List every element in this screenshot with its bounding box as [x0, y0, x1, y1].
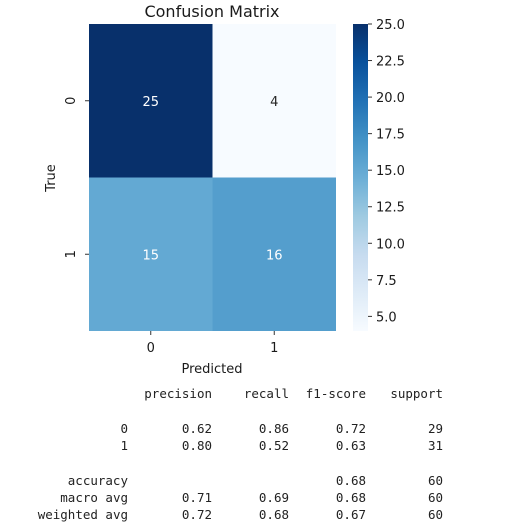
- report-value-cell: 0.86: [259, 420, 289, 437]
- cell-value-label-r1-c0: 15: [142, 248, 159, 263]
- colorbar-tick-label: 10.0: [376, 237, 405, 252]
- report-header-cell: precision: [144, 385, 212, 402]
- report-value-cell: 0.67: [336, 506, 366, 523]
- report-header-row: precision recall f1-score support: [0, 385, 511, 402]
- report-value-cell: 0.63: [336, 437, 366, 454]
- report-row: macro avg 0.71 0.69 0.68 60: [0, 489, 511, 506]
- report-row-label: macro avg: [60, 489, 128, 506]
- colorbar-tick-label: 17.5: [376, 128, 405, 143]
- colorbar-tick-label: 15.0: [376, 164, 405, 179]
- report-header-cell: recall: [244, 385, 289, 402]
- heatmap-cells: [89, 24, 336, 331]
- y-tick-label: 0: [64, 97, 79, 105]
- report-value-cell: 29: [428, 420, 443, 437]
- colorbar-tick-label: 25.0: [376, 18, 405, 33]
- colorbar-tick-label: 22.5: [376, 55, 405, 70]
- report-value-cell: 0.68: [259, 506, 289, 523]
- report-row: 0 0.62 0.86 0.72 29: [0, 420, 511, 437]
- colorbar-tick-label: 12.5: [376, 201, 405, 216]
- x-tick-label: 0: [147, 341, 155, 356]
- y-axis-ticks: 01: [64, 97, 89, 259]
- report-value-cell: 0.68: [336, 472, 366, 489]
- colorbar: [353, 24, 368, 331]
- report-row: weighted avg 0.72 0.68 0.67 60: [0, 506, 511, 523]
- report-value-cell: 0.72: [336, 420, 366, 437]
- report-value-cell: 0.71: [182, 489, 212, 506]
- report-header-cell: support: [390, 385, 443, 402]
- colorbar-tick-label: 20.0: [376, 91, 405, 106]
- cell-value-label-r1-c1: 16: [266, 248, 283, 263]
- report-row-label: 1: [120, 437, 128, 454]
- report-value-cell: 0.80: [182, 437, 212, 454]
- report-value-cell: 60: [428, 506, 443, 523]
- report-value-cell: 0.62: [182, 420, 212, 437]
- y-tick-label: 1: [64, 250, 79, 258]
- cell-value-label-r0-c1: 4: [270, 95, 278, 110]
- cell-value-label-r0-c0: 25: [142, 95, 159, 110]
- report-value-cell: 0.52: [259, 437, 289, 454]
- chart-title: Confusion Matrix: [144, 2, 279, 21]
- x-axis-label: Predicted: [181, 362, 242, 377]
- report-value-cell: 60: [428, 489, 443, 506]
- report-row: accuracy 0.68 60: [0, 472, 511, 489]
- report-value-cell: 0.68: [336, 489, 366, 506]
- report-row-label: accuracy: [68, 472, 128, 489]
- report-header-cell: f1-score: [306, 385, 366, 402]
- colorbar-ticks: 5.0 7.5 10.0 12.5 15.0 17.5 20.0 22.5 25.0: [368, 18, 405, 325]
- report-row: 1 0.80 0.52 0.63 31: [0, 437, 511, 454]
- colorbar-tick-label: 7.5: [376, 274, 397, 289]
- y-axis-label: True: [44, 164, 59, 193]
- report-row-label: weighted avg: [38, 506, 128, 523]
- x-tick-label: 1: [270, 341, 278, 356]
- report-value-cell: 60: [428, 472, 443, 489]
- report-value-cell: 0.72: [182, 506, 212, 523]
- colorbar-tick-label: 5.0: [376, 310, 397, 325]
- report-row-label: 0: [120, 420, 128, 437]
- report-value-cell: 0.69: [259, 489, 289, 506]
- report-value-cell: 31: [428, 437, 443, 454]
